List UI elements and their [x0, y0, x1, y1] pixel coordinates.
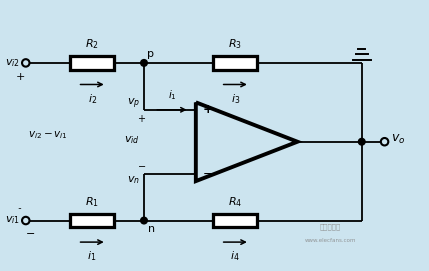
Text: www.elecfans.com: www.elecfans.com	[305, 238, 356, 243]
Text: $i_3$: $i_3$	[230, 92, 240, 106]
FancyBboxPatch shape	[214, 56, 257, 70]
Text: $v_{i2}-v_{i1}$: $v_{i2}-v_{i1}$	[28, 130, 68, 141]
FancyBboxPatch shape	[70, 214, 114, 227]
Circle shape	[141, 217, 147, 224]
Circle shape	[141, 60, 147, 66]
Text: $\bar{\ }$: $\bar{\ }$	[18, 203, 23, 212]
Text: $R_4$: $R_4$	[228, 195, 242, 209]
Text: $+$: $+$	[15, 71, 25, 82]
Text: n: n	[148, 224, 155, 234]
Text: $R_2$: $R_2$	[85, 37, 99, 51]
Circle shape	[359, 138, 365, 145]
FancyBboxPatch shape	[214, 214, 257, 227]
Text: 电子发烧友: 电子发烧友	[320, 224, 341, 230]
Text: $v_n$: $v_n$	[127, 174, 140, 186]
Text: $i_1$: $i_1$	[168, 89, 176, 102]
Text: $-$: $-$	[25, 227, 35, 237]
Text: $i_2$: $i_2$	[88, 92, 97, 106]
Text: $-$: $-$	[202, 167, 213, 180]
Text: $v_{i2}$: $v_{i2}$	[6, 57, 21, 69]
Text: +: +	[202, 103, 213, 116]
FancyBboxPatch shape	[70, 56, 114, 70]
Text: $i_1$: $i_1$	[88, 250, 97, 263]
Text: p: p	[147, 49, 154, 59]
Text: $R_3$: $R_3$	[228, 37, 242, 51]
Text: $v_o$: $v_o$	[391, 133, 405, 146]
Text: $R_1$: $R_1$	[85, 195, 99, 209]
Text: $+$: $+$	[137, 113, 146, 124]
Text: $v_{id}$: $v_{id}$	[124, 134, 140, 146]
Text: $v_{i1}$: $v_{i1}$	[6, 215, 21, 227]
Text: $-$: $-$	[137, 160, 146, 170]
Text: $v_p$: $v_p$	[127, 96, 140, 111]
Text: $i_4$: $i_4$	[230, 250, 240, 263]
